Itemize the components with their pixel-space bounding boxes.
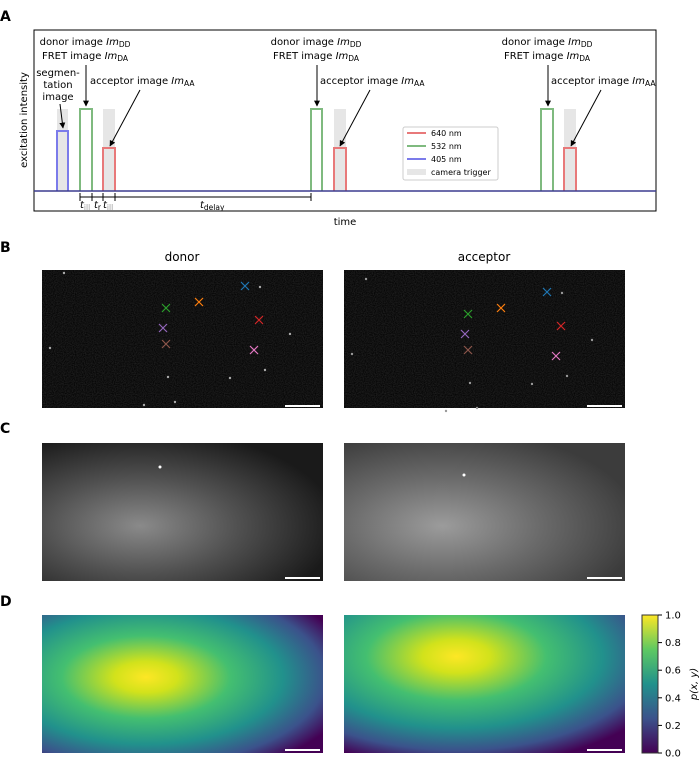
pulse-532nm: [310, 108, 323, 191]
molecule-marker: [542, 287, 552, 297]
donor-image-annotation-3: donor image ImDD: [502, 37, 593, 49]
legend-label: 640 nm: [431, 129, 462, 138]
fluorescent-spot: [560, 291, 564, 295]
molecule-marker: [463, 309, 473, 319]
acceptor-title: acceptor: [458, 250, 511, 264]
fluorescent-spot: [288, 332, 292, 336]
fluorescent-spot: [444, 409, 448, 413]
camera-trigger: [103, 109, 115, 191]
molecule-marker: [254, 315, 264, 325]
t-ill-label-1: till: [80, 200, 90, 212]
t-r-label: tr: [94, 200, 102, 212]
legend-label: 532 nm: [431, 142, 462, 151]
fret-image-annotation-2: FRET image ImDA: [273, 51, 360, 63]
colorbar-label: p(x, y): [689, 668, 700, 701]
legend-swatch: [407, 169, 426, 175]
pulse-405nm: [56, 130, 69, 191]
acceptor-image-annotation-2: acceptor image ImAA: [320, 76, 425, 88]
camera-trigger: [57, 109, 68, 191]
panel-label-b: B: [0, 240, 11, 256]
segmentation-label-3: image: [42, 92, 73, 103]
fluorescent-spot: [166, 375, 170, 379]
donor-probability-map: [42, 615, 323, 753]
colorbar-tick-label: 0.6: [665, 666, 681, 677]
fluorescent-spot: [228, 376, 232, 380]
pulse-640nm: [333, 147, 347, 191]
scale-bars: [285, 405, 622, 751]
acceptor-arrow: [109, 89, 141, 147]
legend-label: camera trigger: [431, 168, 491, 177]
camera-trigger: [334, 109, 346, 191]
fluorescent-spot: [468, 381, 472, 385]
pulse-532nm: [79, 108, 93, 191]
donor-title: donor: [165, 250, 200, 264]
panel-label-d: D: [0, 594, 12, 610]
fluorescent-spot: [530, 382, 534, 386]
colorbar-tick-label: 1.0: [665, 611, 681, 622]
molecule-marker: [194, 297, 204, 307]
molecule-marker: [249, 345, 259, 355]
pulse-640nm: [102, 147, 116, 191]
segmentation-label-1: segmen-: [36, 68, 80, 79]
legend: 640 nm 532 nm 405 nm camera trigger: [402, 126, 499, 181]
panel-label-a: A: [0, 9, 11, 25]
colorbar-tick-label: 0.8: [665, 638, 681, 649]
colorbar: 0.0 0.2 0.4 0.6 0.8 1.0 p(x, y): [641, 611, 700, 760]
fluorescent-spot: [258, 285, 262, 289]
legend-label: 405 nm: [431, 155, 462, 164]
molecule-marker: [556, 321, 566, 331]
fluorescent-spot: [62, 271, 66, 275]
fret-image-annotation-1: FRET image ImDA: [42, 51, 129, 63]
molecule-marker: [161, 303, 171, 313]
colorbar-tick-label: 0.4: [665, 693, 681, 704]
t-ill-label-2: till: [103, 200, 113, 212]
donor-image-b: [42, 270, 323, 408]
fluorescent-spot: [350, 352, 354, 356]
fluorescent-spot: [48, 346, 52, 350]
segmentation-label-2: tation: [43, 80, 72, 91]
molecule-marker: [551, 351, 561, 361]
y-axis-label: excitation intensity: [19, 72, 30, 168]
molecule-marker: [240, 281, 250, 291]
colorbar-tick-label: 0.2: [665, 721, 681, 732]
fluorescent-spot: [173, 400, 177, 404]
donor-image-annotation-1: donor image ImDD: [40, 37, 131, 49]
molecule-marker: [460, 329, 470, 339]
acceptor-probability-map: [344, 615, 625, 753]
fluorescent-spot: [364, 277, 368, 281]
acceptor-arrow: [570, 89, 602, 147]
acceptor-arrow: [339, 89, 371, 147]
donor-image-annotation-2: donor image ImDD: [271, 37, 362, 49]
molecule-marker: [161, 339, 171, 349]
acceptor-image-annotation-1: acceptor image ImAA: [90, 76, 195, 88]
fluorescent-spot: [565, 374, 569, 378]
fluorescent-spot: [590, 338, 594, 342]
molecule-marker: [158, 323, 168, 333]
acceptor-image-c: [344, 443, 625, 581]
fluorescent-spot: [263, 368, 267, 372]
pulse-640nm: [563, 147, 577, 191]
acceptor-image-b: [344, 270, 625, 408]
t-delay-label: tdelay: [200, 200, 225, 212]
x-axis-label: time: [334, 217, 357, 228]
panel-label-c: C: [0, 421, 10, 437]
timing-brackets: [79, 193, 312, 201]
camera-trigger: [564, 109, 576, 191]
donor-image-c: [42, 443, 323, 581]
fluorescent-spot: [142, 403, 146, 407]
timing-diagram: excitation intensity time till tr till t…: [19, 29, 657, 228]
segmentation-arrow: [59, 103, 66, 129]
colorbar-tick-label: 0.0: [665, 749, 681, 760]
fluorescent-spot: [475, 406, 479, 410]
molecule-marker: [496, 303, 506, 313]
molecule-marker: [463, 345, 473, 355]
acceptor-image-annotation-3: acceptor image ImAA: [551, 76, 656, 88]
pulse-532nm: [540, 108, 554, 191]
fret-image-annotation-3: FRET image ImDA: [504, 51, 591, 63]
